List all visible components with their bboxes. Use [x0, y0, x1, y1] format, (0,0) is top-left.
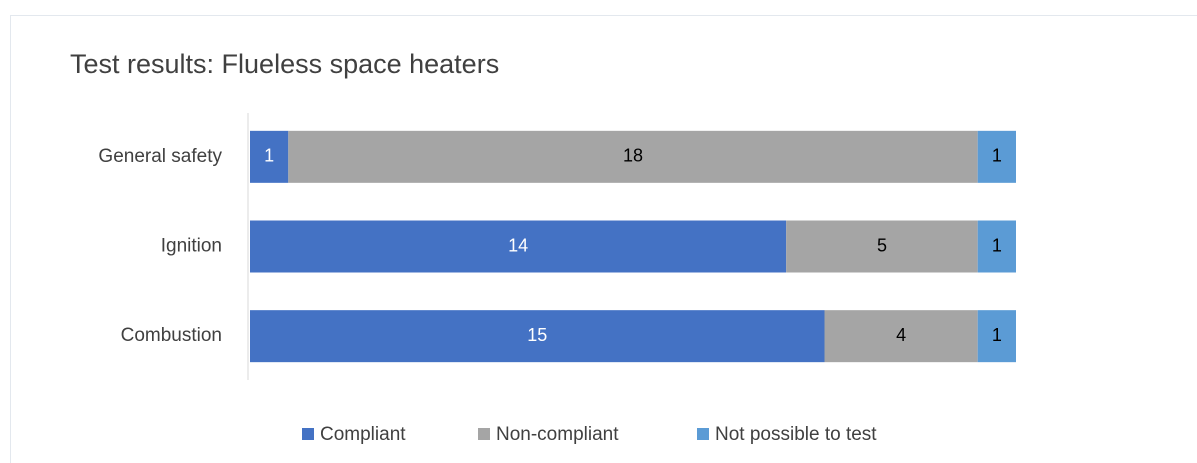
data-label: 15: [527, 325, 547, 345]
legend-label: Compliant: [320, 424, 406, 445]
bar-segment: [977, 130, 1016, 183]
chart-title: Test results: Flueless space heaters: [70, 49, 499, 79]
data-label: 14: [508, 235, 528, 255]
legend-swatch: [478, 428, 490, 440]
y-tick-label: Ignition: [161, 236, 222, 257]
data-label: 18: [623, 146, 643, 166]
bar-segment: [977, 220, 1016, 273]
bar-segment: [288, 130, 978, 183]
y-tick-label: General safety: [98, 146, 222, 167]
legend-swatch: [697, 428, 709, 440]
data-label: 1: [992, 235, 1002, 255]
y-tick-label: Combustion: [121, 325, 222, 346]
legend-label: Non-compliant: [496, 424, 619, 445]
legend-swatch: [302, 428, 314, 440]
data-label: 5: [877, 235, 887, 255]
legend-label: Not possible to test: [715, 424, 877, 445]
bar-segment: [786, 220, 978, 273]
data-label: 1: [992, 146, 1002, 166]
bar-segment: [824, 310, 978, 363]
data-label: 1: [992, 325, 1002, 345]
chart-border: [10, 15, 1197, 463]
data-label: 4: [896, 325, 906, 345]
bar-segment: [250, 220, 787, 273]
data-label: 1: [264, 146, 274, 166]
bar-segment: [977, 310, 1016, 363]
bar-segment: [250, 310, 825, 363]
bar-segment: [250, 130, 289, 183]
